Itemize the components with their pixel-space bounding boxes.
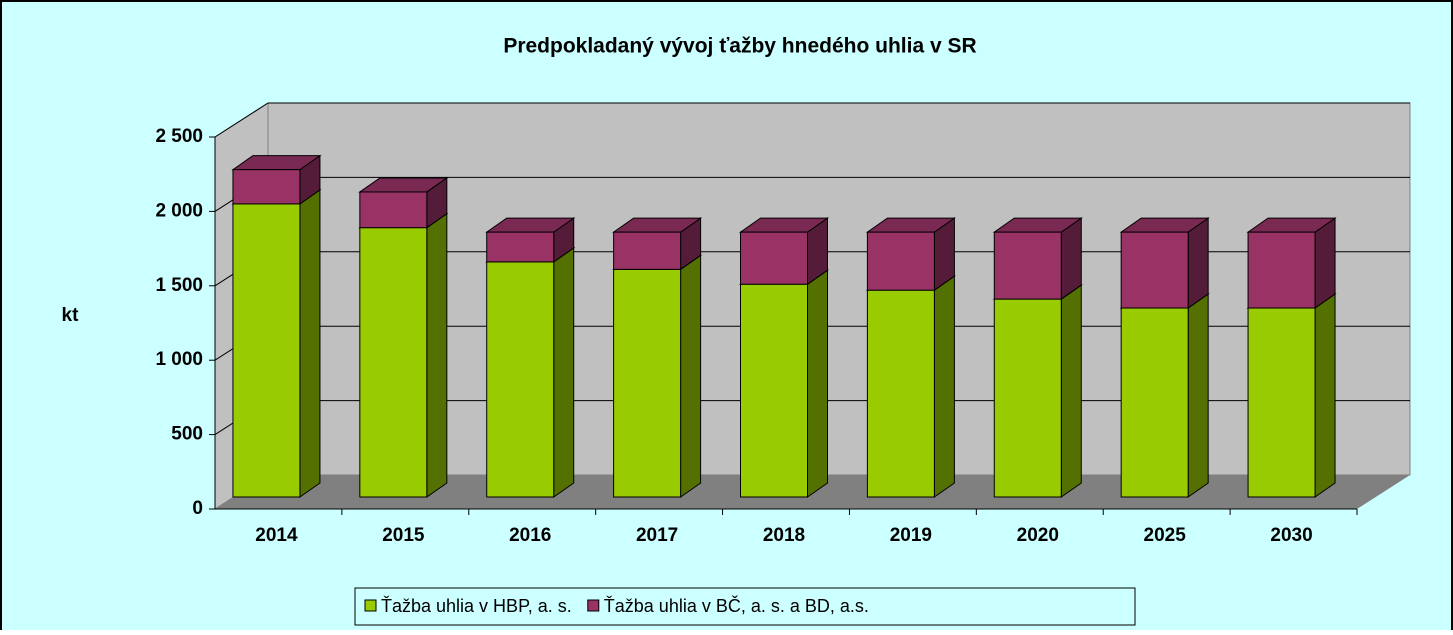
y-axis-label: kt — [62, 305, 80, 326]
legend-swatch — [364, 599, 377, 612]
bar — [1120, 307, 1189, 498]
x-tick-label: 2016 — [509, 525, 551, 546]
bar-side — [807, 269, 828, 498]
bar-segment — [738, 269, 830, 498]
y-tick-label: 2 000 — [155, 200, 203, 221]
x-tick-label: 2020 — [1017, 525, 1059, 546]
bar-segment — [992, 217, 1083, 301]
bar-segment — [865, 275, 956, 498]
bar-segment — [1119, 217, 1210, 309]
bar — [866, 289, 935, 498]
x-tick-label: 2015 — [382, 525, 425, 546]
bar — [740, 283, 808, 498]
x-tick-label: 2014 — [255, 525, 298, 546]
bar-segment — [485, 246, 576, 498]
bar — [740, 231, 808, 285]
bar-side — [933, 275, 955, 498]
x-tick-label: 2017 — [636, 525, 678, 546]
bar-segment — [231, 188, 322, 498]
bar-segment — [612, 217, 703, 271]
bar-side — [299, 188, 321, 498]
y-tick-label: 500 — [171, 424, 203, 445]
bar-segment — [738, 217, 830, 286]
bar — [993, 298, 1062, 498]
bar-segment — [612, 254, 703, 498]
bar-side — [1314, 217, 1336, 309]
y-tick-label: 1 000 — [155, 349, 203, 370]
legend-label: Ťažba uhlia v BČ, a. s. a BD, a.s. — [604, 595, 869, 616]
x-tick-label: 2030 — [1270, 525, 1312, 546]
y-tick-label: 0 — [192, 498, 203, 519]
bar — [486, 231, 555, 263]
bar-segment — [992, 284, 1083, 498]
bar — [359, 227, 428, 498]
bar-segment — [231, 154, 322, 205]
bar — [232, 203, 301, 498]
y-tick-label: 2 500 — [155, 126, 203, 147]
grid-line-side — [214, 102, 269, 138]
back-wall — [267, 102, 1411, 476]
bar-segment — [1246, 217, 1337, 309]
y-tick-label: 1 500 — [155, 275, 203, 296]
bar-segment — [358, 212, 449, 498]
bar — [613, 268, 682, 498]
bar — [232, 169, 301, 205]
chart-title: Predpokladaný vývoj ťažby hnedého uhlia … — [503, 35, 976, 58]
bar — [359, 191, 428, 229]
bar-segment — [358, 176, 449, 229]
bar — [1247, 231, 1316, 309]
bar — [613, 231, 682, 270]
bar-side — [426, 212, 448, 498]
bar — [866, 231, 935, 291]
bar-side — [1314, 293, 1336, 498]
bar-side — [680, 254, 702, 498]
bar-side — [1060, 284, 1082, 498]
bar-segment — [865, 217, 956, 292]
bar-side — [1187, 217, 1209, 309]
bar — [993, 231, 1062, 300]
x-tick-label: 2018 — [763, 525, 805, 546]
x-tick-label: 2025 — [1144, 525, 1187, 546]
bar-segment — [1246, 293, 1337, 498]
bar-segment — [1119, 293, 1210, 498]
bar — [1120, 231, 1189, 309]
x-tick-label: 2019 — [890, 525, 932, 546]
bar-side — [553, 246, 575, 498]
bar-segment — [485, 217, 576, 263]
bar — [486, 261, 555, 498]
bar-side — [1187, 293, 1209, 498]
bar — [1247, 307, 1316, 498]
legend-swatch — [587, 599, 600, 612]
legend — [354, 587, 1136, 626]
legend-label: Ťažba uhlia v HBP, a. s. — [381, 596, 572, 616]
